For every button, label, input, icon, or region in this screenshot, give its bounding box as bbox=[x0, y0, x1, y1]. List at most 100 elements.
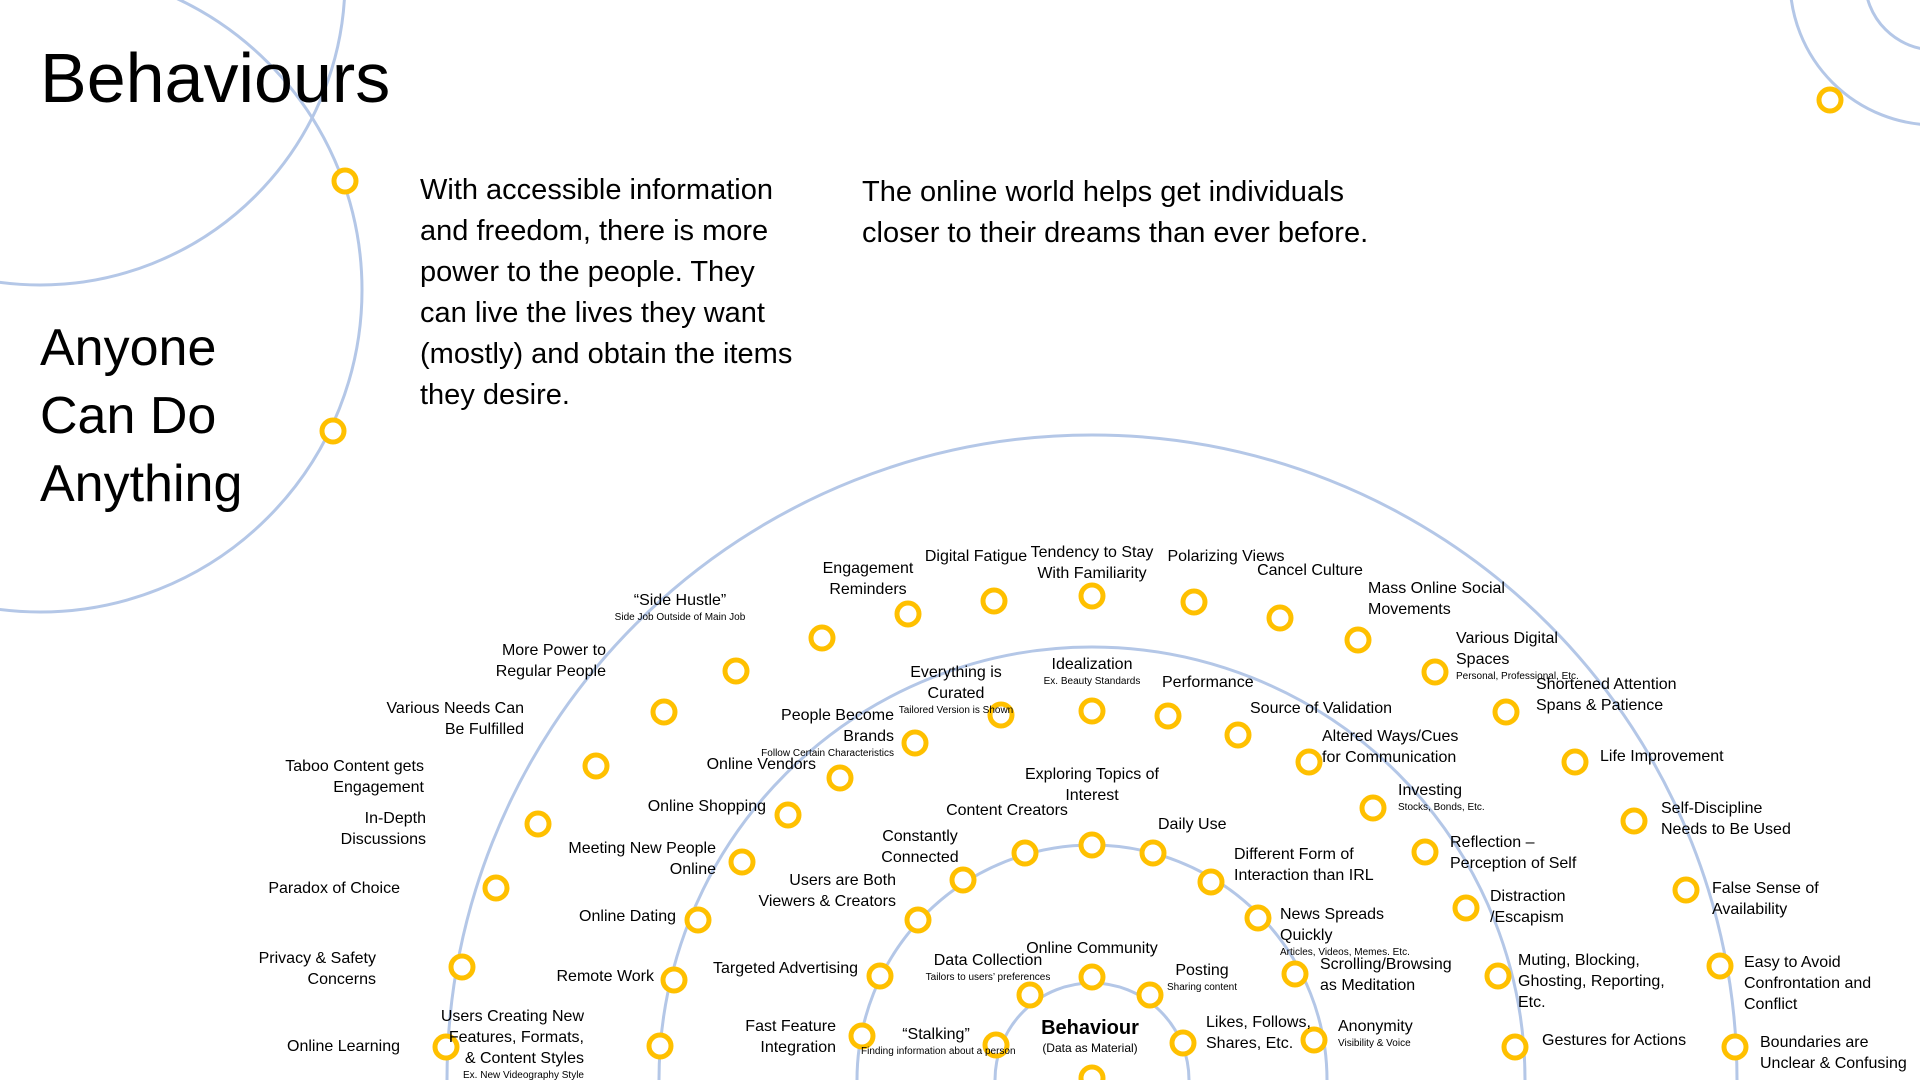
node-marker-36 bbox=[1452, 894, 1480, 922]
node-label-17: Life Improvement bbox=[1600, 746, 1750, 767]
center-node bbox=[1078, 1064, 1106, 1080]
deco-arc-top-right-inner bbox=[1866, 0, 1920, 50]
node-label-subtext: Tailored Version is Shown bbox=[898, 705, 1014, 716]
node-marker-24 bbox=[684, 906, 712, 934]
node-label-text: Privacy & Safety Concerns bbox=[258, 950, 376, 988]
node-label-27: Online Vendors bbox=[666, 754, 816, 775]
decorative-arcs bbox=[0, 0, 1920, 614]
intro-paragraph-1: With accessible information and freedom,… bbox=[420, 174, 793, 411]
node-label-39: Fast Feature Integration bbox=[686, 1016, 836, 1058]
node-label-text: Data Collection bbox=[933, 952, 1043, 969]
node-marker-5 bbox=[582, 752, 610, 780]
node-marker-22 bbox=[646, 1032, 674, 1060]
node-label-10: Digital Fatigue bbox=[901, 546, 1051, 567]
node-label-11: Tendency to Stay With Familiarity bbox=[1017, 542, 1167, 584]
node-label-text: “Stalking” bbox=[902, 1026, 970, 1043]
node-label-20: Easy to Avoid Confrontation and Conflict bbox=[1744, 952, 1894, 1015]
node-label-15: Various Digital Spaces Personal, Professi… bbox=[1456, 628, 1606, 683]
node-marker-12 bbox=[1180, 588, 1208, 616]
node-label-13: Cancel Culture bbox=[1235, 560, 1385, 581]
node-label-text: Fast Feature Integration bbox=[745, 1018, 836, 1056]
node-marker-47 bbox=[1244, 904, 1272, 932]
node-label-12: Polarizing Views bbox=[1151, 546, 1301, 567]
node-label-29: Everything is Curated Tailored Version is… bbox=[881, 662, 1031, 717]
node-label-3: Paradox of Choice bbox=[250, 878, 400, 899]
node-label-text: Investing bbox=[1398, 782, 1463, 799]
node-label-text: Posting bbox=[1175, 962, 1229, 979]
node-label-text: Online Vendors bbox=[706, 756, 816, 773]
node-label-6: Various Needs Can Be Fulfilled bbox=[374, 698, 524, 740]
node-label-text: Likes, Follows, Shares, Etc. bbox=[1206, 1014, 1311, 1052]
node-marker-34 bbox=[1359, 794, 1387, 822]
node-marker-8 bbox=[808, 624, 836, 652]
node-label-24: Online Dating bbox=[526, 906, 676, 927]
node-marker-7 bbox=[722, 657, 750, 685]
node-label-text: Various Needs Can Be Fulfilled bbox=[386, 700, 524, 738]
node-marker-35 bbox=[1411, 838, 1439, 866]
node-label-text: Muting, Blocking, Ghosting, Reporting, E… bbox=[1518, 952, 1665, 1011]
node-marker-9 bbox=[894, 600, 922, 628]
diagram-center-label: Behaviour (Data as Material) bbox=[1010, 1016, 1170, 1056]
node-label-5: Taboo Content gets Engagement bbox=[274, 756, 424, 798]
subtitle-line-1: Anyone bbox=[40, 319, 217, 377]
node-label-42: Constantly Connected bbox=[845, 826, 995, 868]
node-marker-37 bbox=[1484, 962, 1512, 990]
node-label-text: Online Community bbox=[1026, 940, 1158, 957]
node-marker-11 bbox=[1078, 582, 1106, 610]
node-label-53: Posting Sharing content bbox=[1127, 960, 1277, 994]
node-marker-23 bbox=[660, 966, 688, 994]
node-marker-27 bbox=[826, 764, 854, 792]
node-label-47: News Spreads Quickly Articles, Videos, Me… bbox=[1280, 904, 1430, 959]
node-marker-44 bbox=[1078, 831, 1106, 859]
subtitle-line-2: Can Do bbox=[40, 387, 217, 445]
node-marker-1 bbox=[432, 1033, 460, 1061]
node-label-subtext: Side Job Outside of Main Job bbox=[614, 612, 746, 623]
node-label-49: Anonymity Visibility & Voice bbox=[1338, 1016, 1488, 1050]
node-label-text: Life Improvement bbox=[1600, 748, 1724, 765]
node-label-text: Online Shopping bbox=[647, 798, 766, 815]
node-label-text: Targeted Advertising bbox=[713, 960, 858, 977]
node-label-45: Daily Use bbox=[1158, 814, 1308, 835]
node-marker-49 bbox=[1300, 1026, 1328, 1054]
node-marker-54 bbox=[1169, 1029, 1197, 1057]
node-label-28: People Become Brands Follow Certain Chara… bbox=[744, 705, 894, 760]
node-label-36: Distraction /Escapism bbox=[1490, 886, 1640, 928]
node-label-34: Investing Stocks, Bonds, Etc. bbox=[1398, 780, 1548, 814]
node-label-text: Content Creators bbox=[946, 802, 1068, 819]
intro-paragraph-2: The online world helps get individuals c… bbox=[862, 176, 1369, 249]
node-label-text: Engagement Reminders bbox=[822, 560, 914, 598]
node-label-subtext: Visibility & Voice bbox=[1338, 1038, 1411, 1049]
node-label-text: Scrolling/Browsing as Meditation bbox=[1320, 956, 1452, 994]
node-marker-19 bbox=[1672, 876, 1700, 904]
node-label-35: Reflection – Perception of Self bbox=[1450, 832, 1600, 874]
node-label-text: Polarizing Views bbox=[1167, 548, 1285, 565]
node-label-text: In-Depth Discussions bbox=[340, 810, 426, 848]
node-label-text: Digital Fatigue bbox=[924, 548, 1028, 565]
node-marker-38 bbox=[1501, 1033, 1529, 1061]
node-marker-53 bbox=[1136, 981, 1164, 1009]
node-label-text: Gestures for Actions bbox=[1542, 1032, 1687, 1049]
node-label-21: Boundaries are Unclear & Confusing bbox=[1760, 1032, 1910, 1074]
node-label-37: Muting, Blocking, Ghosting, Reporting, E… bbox=[1518, 950, 1668, 1013]
node-label-text: Everything is Curated bbox=[910, 664, 1002, 702]
node-label-text: Online Learning bbox=[287, 1038, 400, 1055]
node-label-text: Tendency to Stay With Familiarity bbox=[1030, 544, 1154, 582]
node-label-text: Source of Validation bbox=[1250, 700, 1393, 717]
node-label-18: Self-Discipline Needs to Be Used bbox=[1661, 798, 1811, 840]
node-markers bbox=[319, 86, 1844, 1080]
node-label-text: Remote Work bbox=[556, 968, 654, 985]
node-marker-28 bbox=[901, 729, 929, 757]
deco-node-2 bbox=[319, 417, 347, 445]
node-marker-48 bbox=[1281, 960, 1309, 988]
node-marker-14 bbox=[1344, 626, 1372, 654]
node-marker-17 bbox=[1561, 748, 1589, 776]
node-label-subtext: Ex. Beauty Standards bbox=[1043, 676, 1141, 687]
deco-arc-top-left-2 bbox=[0, 0, 346, 287]
node-label-54: Likes, Follows, Shares, Etc. bbox=[1206, 1012, 1356, 1054]
node-marker-39 bbox=[848, 1022, 876, 1050]
node-label-text: Paradox of Choice bbox=[268, 880, 400, 897]
node-marker-26 bbox=[774, 801, 802, 829]
section-subtitle: Anyone Can Do Anything bbox=[40, 314, 242, 518]
node-marker-52 bbox=[1078, 963, 1106, 991]
node-label-43: Content Creators bbox=[932, 800, 1082, 821]
